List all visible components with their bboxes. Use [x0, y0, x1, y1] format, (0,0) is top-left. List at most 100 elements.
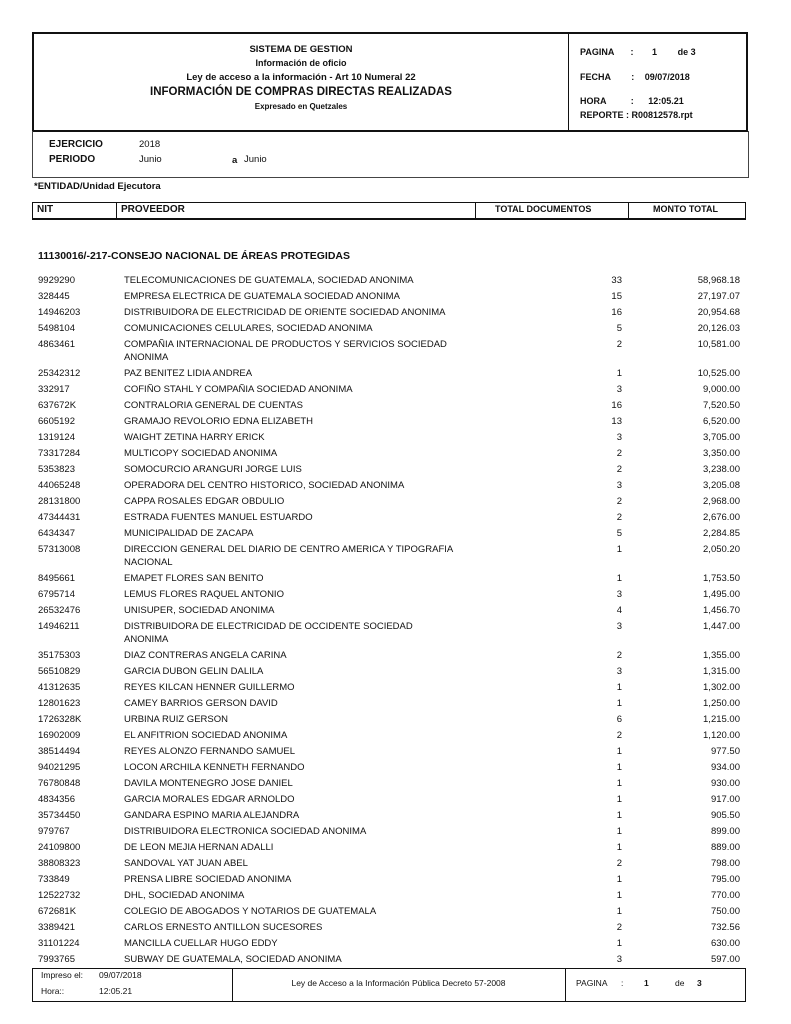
monto-cell: 3,350.00 — [703, 448, 740, 459]
documentos-cell: 3 — [616, 666, 622, 677]
col-divider — [475, 203, 476, 218]
col-proveedor: PROVEEDOR — [121, 204, 185, 215]
monto-cell: 1,120.00 — [703, 730, 740, 741]
footer-total-pages: 3 — [697, 978, 702, 988]
reporte-label: REPORTE : — [580, 110, 630, 120]
documentos-cell: 1 — [616, 682, 622, 693]
proveedor-cell: PRENSA LIBRE SOCIEDAD ANONIMA — [124, 874, 292, 885]
table-row: 3389421 CARLOS ERNESTO ANTILLON SUCESORES… — [38, 918, 742, 934]
monto-cell: 750.00 — [710, 906, 740, 917]
monto-cell: 7,520.50 — [703, 400, 740, 411]
documentos-cell: 1 — [616, 874, 622, 885]
table-row: 31101224 MANCILLA CUELLAR HUGO EDDY 1 630.0… — [38, 934, 742, 950]
documentos-cell: 1 — [616, 810, 622, 821]
proveedor-cell: MANCILLA CUELLAR HUGO EDDY — [124, 938, 278, 949]
documentos-cell: 2 — [616, 512, 622, 523]
monto-cell: 58,968.18 — [697, 275, 740, 286]
table-row: 38514494 REYES ALONZO FERNANDO SAMUEL 1 977… — [38, 742, 742, 758]
monto-cell: 1,456.70 — [703, 605, 740, 616]
table-row: 35734450 GANDARA ESPINO MARIA ALEJANDRA 1 9… — [38, 806, 742, 822]
documentos-cell: 5 — [616, 528, 622, 539]
monto-cell: 1,250.00 — [703, 698, 740, 709]
nit-cell: 3389421 — [38, 922, 75, 933]
monto-cell: 1,215.00 — [703, 714, 740, 725]
documentos-cell: 2 — [616, 464, 622, 475]
nit-cell: 41312635 — [38, 682, 81, 693]
nit-cell: 38514494 — [38, 746, 81, 757]
monto-cell: 2,968.00 — [703, 496, 740, 507]
documentos-cell: 16 — [611, 400, 622, 411]
documentos-cell: 2 — [616, 339, 622, 350]
monto-cell: 10,525.00 — [697, 368, 740, 379]
proveedor-cell: DHL, SOCIEDAD ANONIMA — [124, 890, 245, 901]
documentos-cell: 1 — [616, 890, 622, 901]
total-pages: 3 — [690, 47, 696, 57]
documentos-cell: 1 — [616, 906, 622, 917]
proveedor-cell: GARCIA DUBON GELIN DALILA — [124, 666, 264, 677]
nit-cell: 16902009 — [38, 730, 81, 741]
footer-pagina-label: PAGINA — [576, 978, 608, 988]
table-row: 6434347 MUNICIPALIDAD DE ZACAPA 5 2,284.85 — [38, 524, 742, 540]
periodo-to: Junio — [244, 154, 267, 165]
monto-cell: 10,581.00 — [697, 339, 740, 350]
documentos-cell: 1 — [616, 762, 622, 773]
de-label: de — [677, 47, 689, 57]
nit-cell: 328445 — [38, 291, 70, 302]
nit-cell: 35175303 — [38, 650, 81, 661]
report-header: SISTEMA DE GESTION Información de oficio… — [32, 32, 748, 132]
table-row: 25342312 PAZ BENITEZ LIDIA ANDREA 1 10,525.… — [38, 364, 742, 380]
table-row: 57313008 DIRECCION GENERAL DEL DIARIO DE … — [38, 540, 742, 569]
monto-cell: 1,355.00 — [703, 650, 740, 661]
system-name: SISTEMA DE GESTION — [249, 44, 353, 55]
nit-cell: 1726328K — [38, 714, 82, 725]
table-row: 4863461 COMPAÑIA INTERNACIONAL DE PRODUCT… — [38, 335, 742, 364]
table-row: 73317284 MULTICOPY SOCIEDAD ANONIMA 2 3,350… — [38, 444, 742, 460]
table-row: 1319124 WAIGHT ZETINA HARRY ERICK 3 3,705.0… — [38, 428, 742, 444]
footer-page-number: 1 — [644, 978, 649, 988]
entity-section-title: 11130016/-217-CONSEJO NACIONAL DE ÁREAS … — [38, 250, 350, 262]
table-row: 41312635 REYES KILCAN HENNER GUILLERMO 1 1,… — [38, 678, 742, 694]
proveedor-cell: PAZ BENITEZ LIDIA ANDREA — [124, 368, 253, 379]
documentos-cell: 2 — [616, 448, 622, 459]
nit-cell: 9929290 — [38, 275, 75, 286]
proveedor-cell: LOCON ARCHILA KENNETH FERNANDO — [124, 762, 305, 773]
table-row: 5353823 SOMOCURCIO ARANGURI JORGE LUIS 2 3,… — [38, 460, 742, 476]
table-row: 76780848 DAVILA MONTENEGRO JOSE DANIEL 1 93… — [38, 774, 742, 790]
footer-law: Ley de Acceso a la Información Pública D… — [291, 978, 506, 988]
monto-cell: 1,495.00 — [703, 589, 740, 600]
documentos-cell: 1 — [616, 544, 622, 555]
proveedor-cell: COMUNICACIONES CELULARES, SOCIEDAD ANONI… — [124, 323, 373, 334]
monto-cell: 630.00 — [710, 938, 740, 949]
table-row: 6605192 GRAMAJO REVOLORIO EDNA ELIZABETH 1… — [38, 412, 742, 428]
footer-hora-value: 12:05.21 — [99, 986, 133, 996]
proveedor-cell: GARCIA MORALES EDGAR ARNOLDO — [124, 794, 295, 805]
monto-cell: 3,238.00 — [703, 464, 740, 475]
nit-cell: 979767 — [38, 826, 70, 837]
monto-cell: 3,705.00 — [703, 432, 740, 443]
monto-cell: 889.00 — [710, 842, 740, 853]
table-row: 26532476 UNISUPER, SOCIEDAD ANONIMA 4 1,456… — [38, 601, 742, 617]
nit-cell: 733849 — [38, 874, 70, 885]
impreso-value: 09/07/2018 — [99, 970, 142, 980]
proveedor-cell: ESTRADA FUENTES MANUEL ESTUARDO — [124, 512, 313, 523]
documentos-cell: 2 — [616, 858, 622, 869]
nit-cell: 38808323 — [38, 858, 81, 869]
nit-cell: 28131800 — [38, 496, 81, 507]
footer-divider — [565, 969, 566, 1001]
proveedor-cell: CAPPA ROSALES EDGAR OBDULIO — [124, 496, 285, 507]
proveedor-cell: REYES KILCAN HENNER GUILLERMO — [124, 682, 295, 693]
documentos-cell: 1 — [616, 826, 622, 837]
table-row: 733849 PRENSA LIBRE SOCIEDAD ANONIMA 1 795.… — [38, 870, 742, 886]
nit-cell: 12801623 — [38, 698, 81, 709]
fecha-value: 09/07/2018 — [644, 72, 690, 82]
nit-cell: 672681K — [38, 906, 77, 917]
proveedor-cell: EL ANFITRION SOCIEDAD ANONIMA — [124, 730, 288, 741]
monto-cell: 798.00 — [710, 858, 740, 869]
proveedor-cell: SUBWAY DE GUATEMALA, SOCIEDAD ANONIMA — [124, 954, 342, 965]
monto-cell: 597.00 — [710, 954, 740, 965]
table-row: 979767 DISTRIBUIDORA ELECTRONICA SOCIEDAD… — [38, 822, 742, 838]
time-info: HORA : 12:05.21 — [580, 96, 684, 106]
supplier-table: 9929290 TELECOMUNICACIONES DE GUATEMALA, … — [38, 271, 742, 966]
table-row: 47344431 ESTRADA FUENTES MANUEL ESTUARDO 2… — [38, 508, 742, 524]
